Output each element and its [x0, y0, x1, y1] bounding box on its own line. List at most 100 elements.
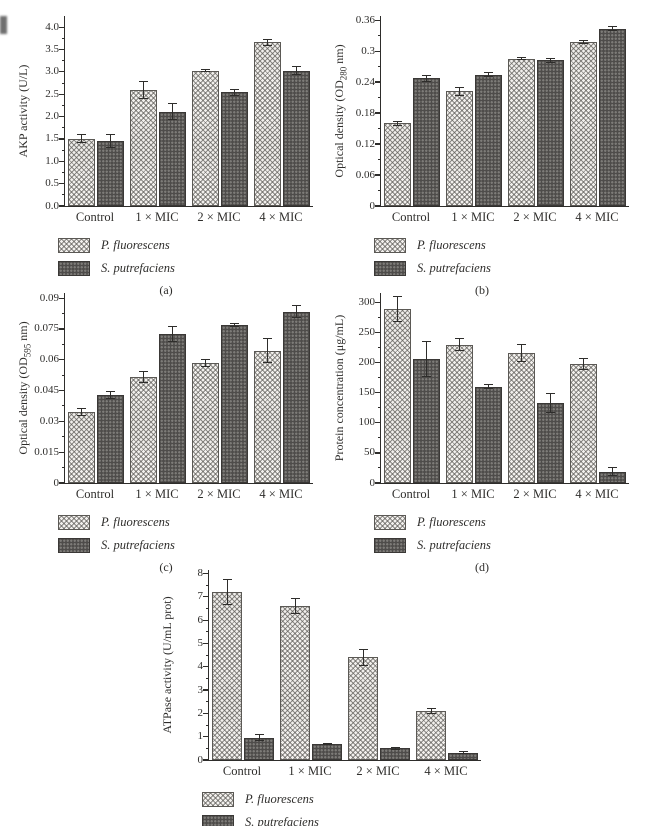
y-tick: [375, 302, 381, 304]
plot-area: 0 50 100 150 200 250 300: [359, 293, 629, 489]
chart-a: AKP activity (U/L) 0.0 0.5 1.0 1.5 2.0 2.5 3.0…: [14, 6, 318, 230]
panel-d: Protein concentration (μg/mL) 0 50 100 150 2…: [330, 283, 634, 575]
pf-swatch: [58, 515, 90, 530]
y-tick-label: 1: [197, 730, 204, 743]
legend: P. fluorescens S. putrefaciens: [374, 511, 634, 557]
y-tick-label: 0: [369, 476, 376, 489]
plot-area: 0 0.015 0.03 0.045 0.06 0.075 0.09: [34, 292, 313, 489]
bar-sp-Control: [97, 394, 124, 483]
x-category-label: 4 × MIC: [575, 487, 619, 501]
y-tick: [375, 143, 381, 145]
y-tick-label: 0.075: [34, 322, 59, 335]
y-tick-label: 0.015: [34, 445, 59, 458]
y-minor-tick: [61, 194, 65, 196]
error-bar: [168, 325, 177, 343]
y-tick: [59, 26, 65, 28]
x-axis-labels: Control 1 × MIC 2 × MIC 4 × MIC: [380, 208, 628, 228]
bar-pf-4 × MIC: [254, 350, 281, 483]
y-tick-label: 2.5: [45, 87, 59, 100]
legend-item-sp: S. putrefaciens: [374, 257, 634, 280]
x-category-label: 2 × MIC: [513, 210, 557, 224]
chart-d: Protein concentration (μg/mL) 0 50 100 150 2…: [330, 283, 634, 507]
y-minor-tick: [377, 407, 381, 409]
y-tick: [59, 138, 65, 140]
sp-label: S. putrefaciens: [245, 815, 319, 826]
error-bar: [546, 57, 555, 63]
y-minor-tick: [61, 374, 65, 376]
bar-sp-2 × MIC: [380, 748, 410, 760]
legend-item-pf: P. fluorescens: [374, 511, 634, 534]
legend-item-sp: S. putrefaciens: [202, 811, 486, 826]
x-category-label: Control: [75, 210, 115, 224]
error-bar: [292, 305, 301, 318]
y-minor-tick: [61, 82, 65, 84]
plot-area: 0.0 0.5 1.0 1.5 2.0 2.5 3.0 3.5 4.0: [45, 16, 313, 212]
y-tick: [203, 596, 209, 598]
bar-pf-2 × MIC: [508, 58, 535, 206]
y-minor-tick: [61, 149, 65, 151]
legend: P. fluorescens S. putrefaciens: [374, 234, 634, 280]
x-category-label: 1 × MIC: [135, 487, 179, 501]
y-tick-label: 0.045: [34, 384, 59, 397]
error-bar: [546, 392, 555, 414]
y-minor-tick: [61, 127, 65, 129]
y-tick: [203, 666, 209, 668]
error-bar: [139, 371, 148, 384]
error-bar: [455, 87, 464, 96]
y-tick-label: 5: [197, 636, 204, 649]
x-category-label: Control: [75, 487, 115, 501]
error-bar: [517, 344, 526, 363]
y-tick-label: 0.09: [39, 291, 59, 304]
y-tick-label: 3.5: [45, 43, 59, 56]
y-tick-label: 0.0: [45, 199, 59, 212]
pf-label: P. fluorescens: [101, 515, 170, 529]
y-tick: [203, 619, 209, 621]
y-tick-label: 200: [358, 356, 376, 369]
y-tick-label: 3: [197, 683, 204, 696]
y-tick: [59, 93, 65, 95]
y-tick-label: 1.0: [45, 154, 59, 167]
y-tick-label: 6: [197, 613, 204, 626]
error-bar: [484, 72, 493, 78]
pf-swatch: [58, 238, 90, 253]
bar-pf-Control: [68, 138, 95, 206]
y-tick-label: 0.18: [355, 106, 375, 119]
y-tick-label: 0.06: [39, 353, 59, 366]
x-axis-labels: Control 1 × MIC 2 × MIC 4 × MIC: [208, 762, 480, 782]
y-tick: [375, 422, 381, 424]
bar-sp-Control: [413, 78, 440, 206]
legend: P. fluorescens S. putrefaciens: [58, 511, 318, 557]
bar-sp-1 × MIC: [475, 386, 502, 483]
legend-item-sp: S. putrefaciens: [58, 534, 318, 557]
bar-pf-1 × MIC: [446, 91, 473, 206]
y-tick-label: 4.0: [45, 20, 59, 33]
y-tick: [59, 48, 65, 51]
panel-label-d: (d): [475, 560, 489, 574]
error-bar: [106, 133, 115, 148]
y-minor-tick: [205, 724, 209, 726]
bar-pf-Control: [212, 592, 242, 760]
x-category-label: 2 × MIC: [513, 487, 557, 501]
pf-swatch: [202, 792, 234, 807]
error-bar: [292, 66, 301, 75]
sp-swatch: [374, 538, 406, 553]
pf-swatch: [374, 238, 406, 253]
y-minor-tick: [377, 377, 381, 379]
plot-area: 0 0.06 0.12 0.18 0.24 0.3 0.36: [356, 14, 629, 212]
error-bar: [290, 597, 300, 615]
bar-pf-Control: [384, 309, 411, 483]
y-tick-label: 150: [358, 386, 376, 399]
y-minor-tick: [377, 159, 381, 161]
legend-item-sp: S. putrefaciens: [58, 257, 318, 280]
y-tick: [59, 183, 65, 185]
y-tick-label: 100: [358, 416, 376, 429]
x-category-label: Control: [391, 487, 431, 501]
bar-sp-Control: [97, 140, 124, 206]
bar-sp-1 × MIC: [312, 743, 342, 760]
y-minor-tick: [61, 313, 65, 315]
chart-b: Optical density (OD280 nm) 0 0.06 0.12 0.18…: [330, 6, 634, 230]
x-category-label: 1 × MIC: [288, 764, 332, 778]
x-category-label: 1 × MIC: [451, 210, 495, 224]
legend: P. fluorescens S. putrefaciens: [202, 788, 486, 826]
